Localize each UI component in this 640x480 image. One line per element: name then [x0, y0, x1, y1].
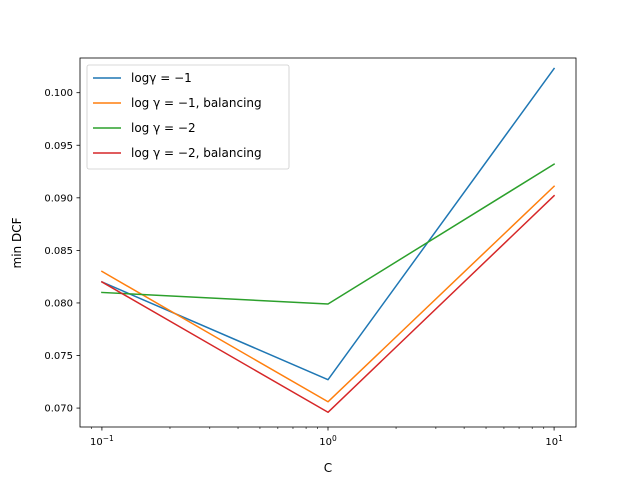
y-axis-ticks: 0.070 0.075 0.080 0.085 0.090 0.095 0.100 — [44, 88, 80, 415]
series-line-2 — [100, 185, 556, 403]
y-tick-label-2: 0.075 — [44, 351, 73, 362]
legend-label-3: log γ = −2 — [131, 121, 196, 135]
y-tick-label-1: 0.070 — [44, 404, 73, 415]
x-tick-label-3: 101 — [545, 434, 563, 448]
y-tick-label-7: 0.100 — [44, 88, 73, 99]
y-tick-label-6: 0.095 — [44, 141, 73, 152]
series-line-4 — [100, 194, 556, 414]
series-line-3 — [101, 163, 556, 305]
x-axis-label: C — [324, 461, 332, 475]
y-axis-label: min DCF — [10, 217, 24, 268]
y-tick-label-3: 0.080 — [44, 298, 73, 309]
legend-label-4: log γ = −2, balancing — [131, 146, 262, 160]
legend-box — [86, 64, 290, 170]
x-tick-label-2: 100 — [319, 434, 337, 448]
x-axis-ticks: 10−1 100 101 — [90, 427, 563, 448]
y-tick-label-5: 0.090 — [44, 193, 73, 204]
series-layer — [100, 67, 556, 414]
legend-label-2: log γ = −1, balancing — [131, 96, 262, 110]
x-tick-label-1: 10−1 — [90, 434, 114, 448]
legend: logγ = −1 log γ = −1, balancing log γ = −2… — [86, 64, 290, 170]
legend-label-1: logγ = −1 — [131, 71, 192, 85]
y-tick-label-4: 0.085 — [44, 246, 73, 257]
